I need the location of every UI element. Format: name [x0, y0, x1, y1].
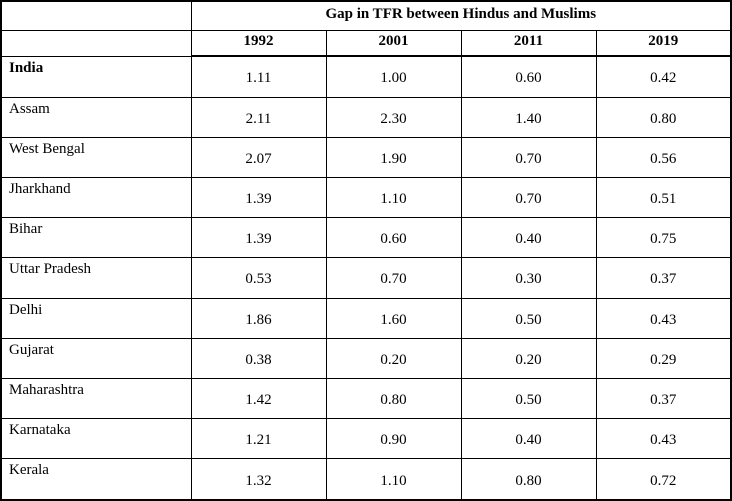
year-header-2019: 2019: [595, 29, 732, 57]
value-cell: 1.40: [460, 96, 597, 138]
value-cell: 0.50: [460, 297, 597, 339]
corner-cell-2: [0, 29, 192, 57]
value-cell: 0.42: [595, 55, 732, 98]
state-label: Uttar Pradesh: [0, 257, 192, 299]
value-cell: 1.11: [190, 55, 327, 98]
year-header-2011: 2011: [460, 29, 597, 57]
state-label: Karnataka: [0, 418, 192, 460]
value-cell: 1.42: [190, 377, 327, 420]
value-cell: 0.72: [595, 458, 732, 501]
value-cell: 0.38: [190, 337, 327, 379]
value-cell: 1.39: [190, 217, 327, 259]
value-cell: 1.60: [325, 297, 462, 339]
value-cell: 0.60: [460, 55, 597, 98]
value-cell: 1.10: [325, 458, 462, 501]
value-cell: 0.60: [325, 217, 462, 259]
table-row: India 1.11 1.00 0.60 0.42: [0, 55, 732, 98]
value-cell: 0.20: [460, 337, 597, 379]
value-cell: 0.43: [595, 418, 732, 460]
state-label: Jharkhand: [0, 176, 192, 219]
value-cell: 1.90: [325, 136, 462, 178]
value-cell: 0.80: [325, 377, 462, 420]
value-cell: 0.37: [595, 257, 732, 299]
state-label: Kerala: [0, 458, 192, 501]
table-body: India 1.11 1.00 0.60 0.42 Assam 2.11 2.30 1.40 0.…: [0, 55, 732, 501]
value-cell: 0.75: [595, 217, 732, 259]
table-header: Gap in TFR between Hindus and Muslims 19…: [0, 0, 732, 57]
years-header-row: 1992 2001 2011 2019: [0, 29, 732, 57]
table-row: Kerala 1.32 1.10 0.80 0.72: [0, 458, 732, 501]
state-label: India: [0, 55, 192, 98]
year-header-1992: 1992: [190, 29, 327, 57]
value-cell: 0.70: [460, 176, 597, 219]
value-cell: 1.39: [190, 176, 327, 219]
value-cell: 0.51: [595, 176, 732, 219]
value-cell: 0.29: [595, 337, 732, 379]
state-label: Gujarat: [0, 337, 192, 379]
value-cell: 0.37: [595, 377, 732, 420]
corner-cell: [0, 0, 192, 31]
state-label: Maharashtra: [0, 377, 192, 420]
year-header-2001: 2001: [325, 29, 462, 57]
table-row: Assam 2.11 2.30 1.40 0.80: [0, 96, 732, 138]
value-cell: 0.53: [190, 257, 327, 299]
table-row: Uttar Pradesh 0.53 0.70 0.30 0.37: [0, 257, 732, 299]
table-row: Maharashtra 1.42 0.80 0.50 0.37: [0, 377, 732, 420]
value-cell: 0.70: [325, 257, 462, 299]
value-cell: 1.00: [325, 55, 462, 98]
value-cell: 0.40: [460, 418, 597, 460]
value-cell: 0.20: [325, 337, 462, 379]
state-label: West Bengal: [0, 136, 192, 178]
value-cell: 0.80: [595, 96, 732, 138]
value-cell: 2.11: [190, 96, 327, 138]
table-row: Bihar 1.39 0.60 0.40 0.75: [0, 217, 732, 259]
value-cell: 0.70: [460, 136, 597, 178]
value-cell: 0.30: [460, 257, 597, 299]
value-cell: 2.07: [190, 136, 327, 178]
table-row: Jharkhand 1.39 1.10 0.70 0.51: [0, 176, 732, 219]
state-label: Delhi: [0, 297, 192, 339]
table-title: Gap in TFR between Hindus and Muslims: [190, 0, 732, 31]
value-cell: 1.86: [190, 297, 327, 339]
table-row: West Bengal 2.07 1.90 0.70 0.56: [0, 136, 732, 178]
table-row: Karnataka 1.21 0.90 0.40 0.43: [0, 418, 732, 460]
value-cell: 1.32: [190, 458, 327, 501]
table-row: Delhi 1.86 1.60 0.50 0.43: [0, 297, 732, 339]
value-cell: 1.21: [190, 418, 327, 460]
value-cell: 0.80: [460, 458, 597, 501]
title-row: Gap in TFR between Hindus and Muslims: [0, 0, 732, 31]
state-label: Bihar: [0, 217, 192, 259]
value-cell: 0.50: [460, 377, 597, 420]
value-cell: 0.90: [325, 418, 462, 460]
value-cell: 0.40: [460, 217, 597, 259]
value-cell: 0.43: [595, 297, 732, 339]
state-label: Assam: [0, 96, 192, 138]
table-row: Gujarat 0.38 0.20 0.20 0.29: [0, 337, 732, 379]
value-cell: 0.56: [595, 136, 732, 178]
value-cell: 1.10: [325, 176, 462, 219]
value-cell: 2.30: [325, 96, 462, 138]
